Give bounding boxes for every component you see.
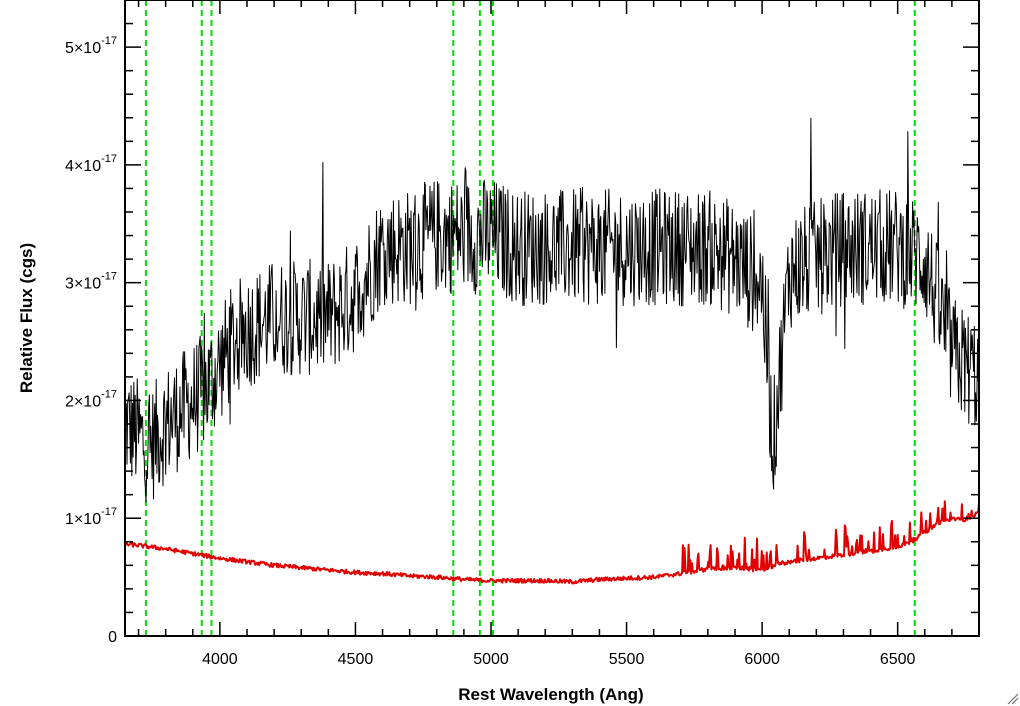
y-axis-label: Relative Flux (cgs)	[17, 243, 36, 393]
spectrum-series	[125, 117, 979, 585]
x-axis-label: Rest Wavelength (Ang)	[458, 685, 643, 704]
model-spectrum-line	[125, 500, 979, 585]
y-tick-label: 5×10-17	[65, 35, 117, 57]
y-tick-label: 4×10-17	[65, 153, 117, 175]
x-tick-label: 4000	[202, 651, 238, 668]
x-tick-label: 4500	[338, 651, 374, 668]
x-tick-label: 6500	[880, 651, 916, 668]
plot-border	[124, 0, 980, 637]
x-axis-ticks: 4000 4500 5000 5500 6000 6500	[137, 0, 980, 668]
y-tick-label: 2×10-17	[65, 388, 117, 410]
y-tick-label: 3×10-17	[65, 271, 117, 293]
x-tick-label: 6000	[744, 651, 780, 668]
y-axis-ticks: 0 1×10-17 2×10-17 3×10-17 4×10-17 5×10-17	[65, 0, 979, 646]
plot-frame	[124, 0, 980, 637]
observed-spectrum-line	[125, 117, 979, 503]
x-tick-label: 5500	[609, 651, 645, 668]
y-tick-label: 1×10-17	[65, 506, 117, 528]
x-tick-label: 5000	[473, 651, 509, 668]
y-tick-label: 0	[108, 629, 117, 646]
resize-grip-icon[interactable]	[1007, 693, 1019, 705]
emission-line-markers	[144, 0, 916, 636]
